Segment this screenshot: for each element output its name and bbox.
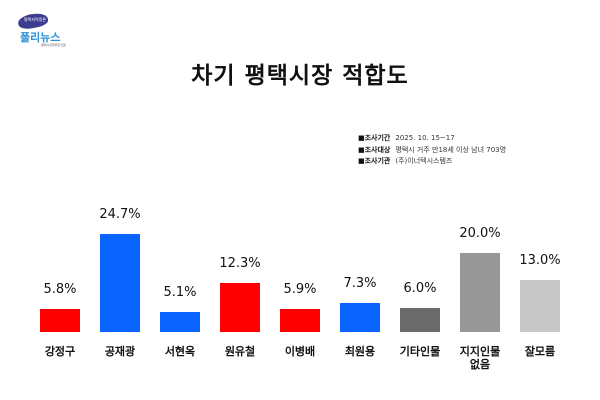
value-label: 5.8% [43, 282, 77, 297]
bar [160, 312, 200, 332]
value-label: 6.0% [403, 281, 437, 296]
bar [400, 308, 440, 332]
survey-period: ■조사기간 2025. 10. 15~17 [358, 134, 455, 142]
value-label: 12.3% [219, 256, 261, 271]
bar [520, 280, 560, 332]
value-label: 13.0% [519, 253, 561, 268]
survey-target: ■조사대상 평택시 거주 만18세 이상 남녀 703명 [358, 145, 507, 154]
bar [40, 309, 80, 332]
survey-info: ■조사기간 2025. 10. 15~17 ■조사대상 평택시 거주 만18세 이상… [358, 133, 506, 168]
logo-name: 폴리뉴스 [20, 31, 61, 44]
logo-sub: 평택시민을위한신문 [41, 43, 66, 47]
category-label: 이병배 [284, 345, 316, 358]
category-label: 원유철 [224, 345, 256, 358]
chart-title: 차기 평택시장 적합도 [191, 63, 409, 89]
category-label: 지지인물 없음 [459, 345, 501, 371]
bar [340, 303, 380, 332]
value-label: 20.0% [459, 226, 501, 241]
category-label: 강정구 [44, 345, 76, 358]
category-label: 서현옥 [164, 345, 196, 358]
value-label: 5.1% [163, 285, 197, 300]
polinews-logo: 평택지역정론 폴리뉴스 평택시민을위한신문 [14, 11, 66, 48]
category-label: 잘모름 [524, 345, 556, 358]
logo-tagline: 평택지역정론 [24, 17, 47, 22]
value-label: 24.7% [99, 207, 141, 222]
value-label: 5.9% [283, 282, 317, 297]
category-label: 최원용 [344, 345, 376, 358]
value-label: 7.3% [343, 276, 377, 291]
bar [220, 283, 260, 332]
bar [460, 253, 500, 332]
bar [280, 309, 320, 332]
bar [100, 234, 140, 332]
survey-agency: ■조사기관 (주)이너텍시스템즈 [358, 157, 453, 165]
category-label: 기타인물 [399, 345, 441, 358]
category-label: 공재광 [104, 345, 136, 358]
